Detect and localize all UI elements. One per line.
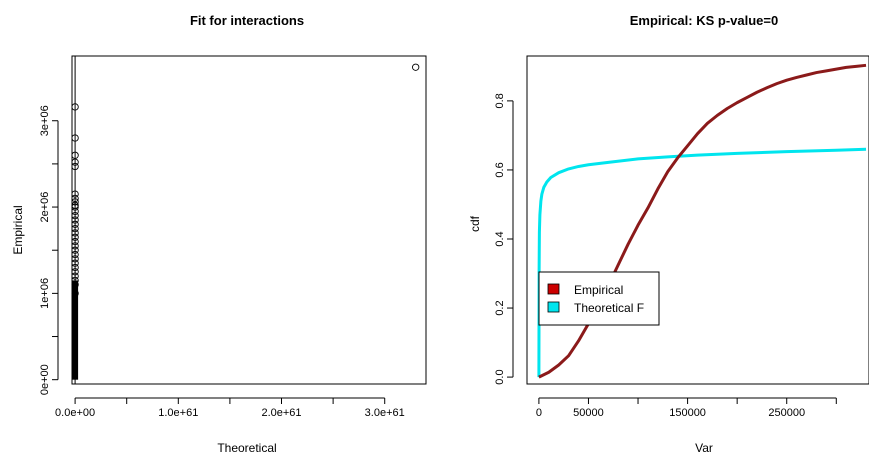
x-tick-label: 0 <box>536 407 542 419</box>
data-point <box>71 233 79 241</box>
y-axis-label: Empirical <box>11 205 25 254</box>
legend: Empirical Theoretical F <box>538 271 660 326</box>
data-point <box>71 250 79 259</box>
data-point <box>71 220 79 228</box>
data-point <box>71 276 79 285</box>
x-tick-label: 3.0e+61 <box>365 407 405 419</box>
data-point <box>71 134 79 142</box>
legend-box <box>538 271 660 326</box>
x-tick-label: 250000 <box>768 407 805 419</box>
cdf-lines <box>537 63 867 379</box>
data-point <box>71 289 79 298</box>
data-point <box>71 229 79 237</box>
x-tick-label: 0.0e+00 <box>55 407 95 419</box>
data-point <box>71 259 79 267</box>
legend-swatch-empirical <box>547 283 560 295</box>
y-tick-label: 0.6 <box>494 162 506 177</box>
data-point <box>71 216 79 224</box>
x-axis-label: Theoretical <box>217 441 276 455</box>
y-axis: 0.0 0.2 0.4 0.6 0.8 <box>494 93 514 385</box>
series-line-theoretical <box>537 147 867 378</box>
data-point <box>71 224 79 233</box>
data-point <box>71 190 79 198</box>
panel-fit-for-interactions: Fit for interactions Theoretical Empiric… <box>11 13 427 455</box>
chart-title: Fit for interactions <box>190 13 304 28</box>
legend-label-theoretical: Theoretical F <box>574 301 644 315</box>
data-point <box>71 212 79 220</box>
chart-title: Empirical: KS p-value=0 <box>630 13 778 28</box>
legend-swatch-theoretical <box>547 301 560 313</box>
plot-frame <box>71 55 427 385</box>
y-tick-label: 1e+06 <box>39 278 51 309</box>
x-axis-label: Var <box>695 441 713 455</box>
legend-label-empirical: Empirical <box>574 283 623 297</box>
data-point <box>71 237 79 246</box>
y-tick-label: 0.2 <box>494 300 506 315</box>
data-point <box>71 263 79 272</box>
x-axis: 0 50000 150000 250000 <box>536 397 837 419</box>
y-tick-label: 0.8 <box>494 93 506 108</box>
data-point <box>71 246 79 254</box>
panel-empirical-cdf: Empirical: KS p-value=0 Var cdf 0 50000 15… <box>468 13 869 455</box>
x-tick-label: 50000 <box>573 407 604 419</box>
data-point <box>71 207 79 216</box>
data-point <box>71 255 79 263</box>
data-point <box>71 194 79 203</box>
data-point <box>71 272 79 280</box>
y-tick-label: 0e+00 <box>39 364 51 395</box>
series-line-empirical <box>538 63 867 379</box>
plot-frame <box>526 55 869 385</box>
x-tick-label: 1.0e+61 <box>158 407 198 419</box>
x-axis: 0.0e+00 1.0e+61 2.0e+61 3.0e+61 <box>55 397 405 419</box>
data-point <box>71 198 79 206</box>
y-axis: 0e+00 1e+06 2e+06 3e+06 <box>39 105 59 395</box>
y-tick-label: 2e+06 <box>39 192 51 223</box>
data-point <box>71 268 79 276</box>
data-point <box>71 242 79 250</box>
x-tick-label: 150000 <box>669 407 706 419</box>
x-tick-label: 2.0e+61 <box>261 407 301 419</box>
y-axis-label: cdf <box>468 215 482 232</box>
data-point <box>71 281 79 289</box>
data-point <box>71 162 79 171</box>
data-point <box>412 63 420 71</box>
y-tick-label: 0.4 <box>494 231 506 246</box>
dense-points-column <box>72 280 79 380</box>
scatter-points <box>71 56 420 384</box>
data-point <box>71 103 79 111</box>
data-point <box>71 203 79 211</box>
y-tick-label: 0.0 <box>494 369 506 384</box>
data-point <box>71 158 79 166</box>
data-point <box>71 151 79 159</box>
y-tick-label: 3e+06 <box>39 105 51 136</box>
